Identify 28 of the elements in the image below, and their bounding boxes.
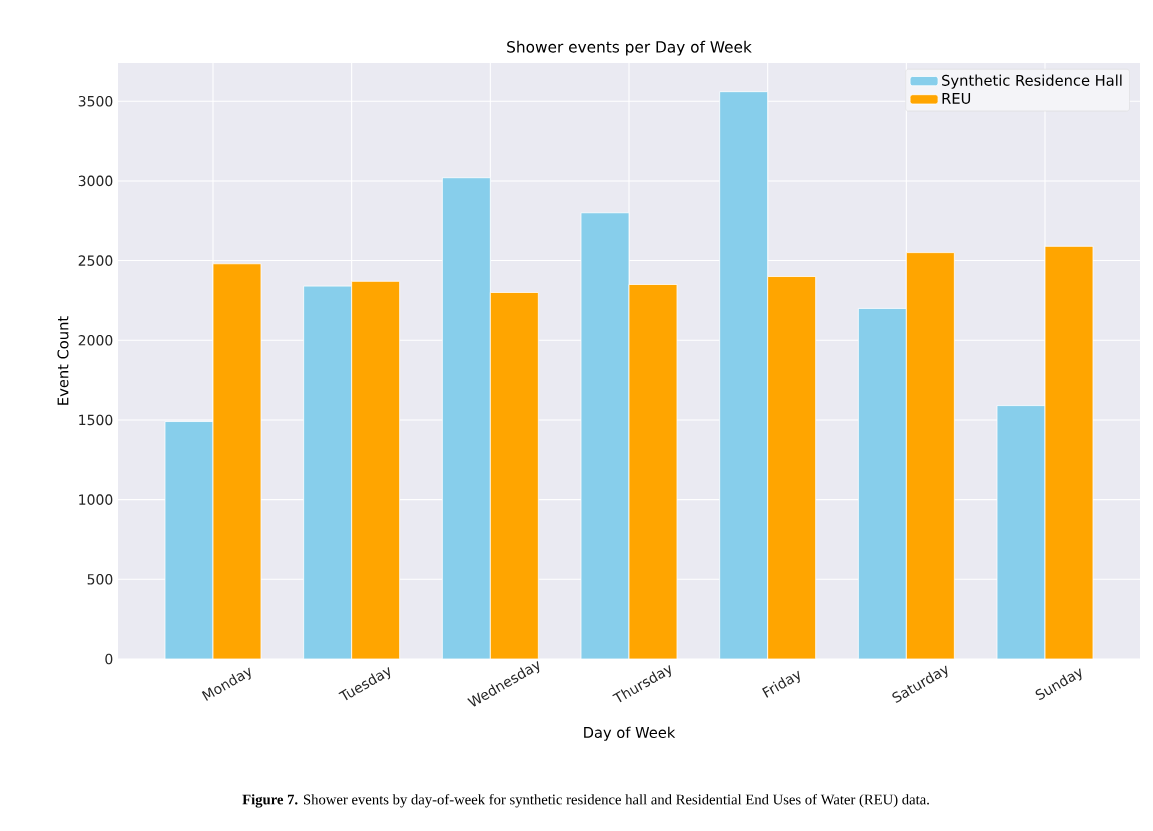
y-tick-label: 2000 [78,334,113,346]
bar [719,91,769,659]
bar [857,308,907,659]
bar [996,405,1046,659]
bar [303,285,353,659]
chart-title: Shower events per Day of Week [507,40,752,56]
y-tick-label: 1500 [79,414,113,426]
y-tick-label: 1000 [79,494,113,505]
bar [489,292,539,659]
bar [1044,245,1094,659]
y-tick-label: 2500 [78,255,113,266]
bar [212,263,262,659]
bar [628,284,678,659]
bar [441,177,491,659]
bar [164,421,214,659]
bar [351,280,401,659]
legend-label: REU [942,93,971,104]
y-tick-label: 0 [105,653,113,665]
bar [580,212,630,659]
y-axis-title: Event Count [57,316,69,405]
bar [905,252,955,659]
bar [767,276,817,659]
y-tick-label: 3000 [78,175,113,187]
y-tick-label: 500 [87,574,113,585]
legend-label: Synthetic Residence Hall [942,74,1122,89]
x-axis-title: Day of Week [584,726,676,741]
y-tick-label: 3500 [78,95,113,107]
text: Figure 7. Shower events by day-of-week for synthetic residence hall and Residential End Uses of Water (REU) data. [242,793,929,808]
